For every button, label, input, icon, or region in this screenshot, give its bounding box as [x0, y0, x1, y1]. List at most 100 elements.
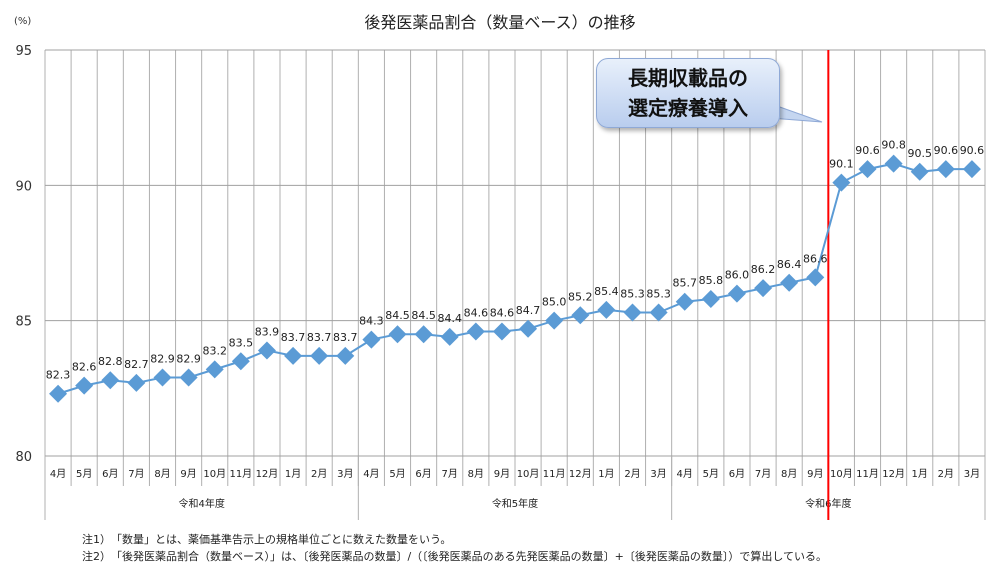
data-label: 86.0: [725, 269, 750, 282]
data-point: [153, 368, 172, 387]
data-point: [492, 322, 511, 341]
data-point: [310, 346, 329, 365]
x-tick-label: 12月: [256, 468, 279, 480]
data-label: 90.6: [855, 144, 880, 157]
data-point: [806, 268, 825, 287]
x-tick-label: 7月: [128, 468, 144, 480]
x-tick-label: 1月: [285, 468, 301, 480]
x-tick-label: 8月: [154, 468, 170, 480]
x-tick-label: 9月: [180, 468, 196, 480]
x-group-label: 令和5年度: [492, 497, 538, 510]
x-tick-label: 2月: [624, 468, 640, 480]
data-point: [362, 330, 381, 349]
x-group-label: 令和4年度: [178, 497, 224, 510]
chart-title: 後発医薬品割合（数量ベース）の推移: [364, 13, 635, 32]
data-point: [858, 160, 877, 179]
x-tick-label: 7月: [755, 468, 771, 480]
notes: 注1） 「数量」とは、薬価基準告示上の規格単位ごとに数えた数量をいう。 注2） …: [82, 531, 827, 565]
x-tick-label: 12月: [569, 468, 592, 480]
data-point: [179, 368, 198, 387]
data-point: [754, 279, 773, 298]
data-label: 82.8: [98, 355, 123, 368]
data-label: 85.3: [646, 288, 671, 301]
note-1: 注1） 「数量」とは、薬価基準告示上の規格単位ごとに数えた数量をいう。: [82, 533, 452, 546]
data-label: 82.3: [46, 369, 71, 382]
x-tick-label: 4月: [677, 468, 693, 480]
x-tick-label: 2月: [311, 468, 327, 480]
data-label: 86.4: [777, 258, 802, 271]
x-tick-label: 9月: [494, 468, 510, 480]
data-label: 84.7: [516, 304, 541, 317]
x-tick-label: 5月: [389, 468, 405, 480]
data-point: [623, 303, 642, 322]
data-point: [231, 352, 250, 371]
data-label: 83.7: [281, 331, 306, 344]
data-point: [675, 292, 694, 311]
data-label: 85.2: [568, 290, 593, 303]
y-tick-label: 95: [15, 44, 32, 59]
x-tick-label: 1月: [912, 468, 928, 480]
x-tick-label: 5月: [76, 468, 92, 480]
x-tick-label: 6月: [729, 468, 745, 480]
data-label: 86.2: [751, 263, 776, 276]
x-tick-label: 12月: [882, 468, 905, 480]
data-label: 85.7: [672, 277, 697, 290]
data-point: [75, 376, 94, 395]
x-tick-label: 3月: [964, 468, 980, 480]
data-point: [910, 162, 929, 181]
x-tick-label: 3月: [337, 468, 353, 480]
data-point: [545, 311, 564, 330]
data-label: 84.5: [411, 309, 436, 322]
y-tick-label: 90: [15, 179, 32, 194]
data-point: [832, 173, 851, 192]
x-tick-label: 6月: [415, 468, 431, 480]
data-point: [101, 371, 120, 390]
data-point: [257, 341, 276, 360]
data-label: 83.5: [229, 336, 254, 349]
x-tick-label: 7月: [442, 468, 458, 480]
y-tick-label: 85: [15, 315, 32, 330]
x-tick-label: 11月: [856, 468, 879, 480]
data-point: [780, 273, 799, 292]
x-tick-label: 2月: [938, 468, 954, 480]
data-label: 82.9: [150, 353, 175, 366]
data-point: [466, 322, 485, 341]
data-label: 84.4: [437, 312, 462, 325]
data-point: [936, 160, 955, 179]
data-point: [440, 327, 459, 346]
data-label: 82.6: [72, 361, 97, 374]
x-tick-label: 4月: [363, 468, 379, 480]
data-label: 90.6: [934, 144, 959, 157]
x-tick-label: 10月: [203, 468, 226, 480]
data-label: 85.3: [620, 288, 645, 301]
data-label: 85.4: [594, 285, 619, 298]
x-tick-label: 10月: [830, 468, 853, 480]
x-tick-label: 9月: [807, 468, 823, 480]
annotation-callout: 長期収載品の 選定療養導入: [596, 58, 780, 128]
x-tick-label: 5月: [703, 468, 719, 480]
data-label: 84.5: [385, 309, 410, 322]
data-label: 83.7: [307, 331, 332, 344]
data-point: [597, 300, 616, 319]
data-label: 90.5: [907, 147, 932, 160]
x-tick-label: 10月: [517, 468, 540, 480]
data-label: 85.8: [699, 274, 724, 287]
data-label: 90.6: [960, 144, 985, 157]
data-label: 84.6: [490, 306, 515, 319]
x-tick-label: 11月: [229, 468, 252, 480]
data-label: 82.7: [124, 358, 149, 371]
data-point: [962, 160, 981, 179]
data-point: [336, 346, 355, 365]
data-point: [884, 154, 903, 173]
data-label: 83.7: [333, 331, 358, 344]
x-tick-label: 6月: [102, 468, 118, 480]
data-point: [49, 384, 68, 403]
x-tick-label: 8月: [468, 468, 484, 480]
x-tick-label: 4月: [50, 468, 66, 480]
y-axis-unit: (%): [14, 16, 31, 27]
data-label: 90.1: [829, 158, 854, 171]
data-label: 83.9: [255, 325, 280, 338]
data-label: 90.8: [881, 139, 906, 152]
annotation-text: 長期収載品の 選定療養導入: [628, 66, 748, 120]
